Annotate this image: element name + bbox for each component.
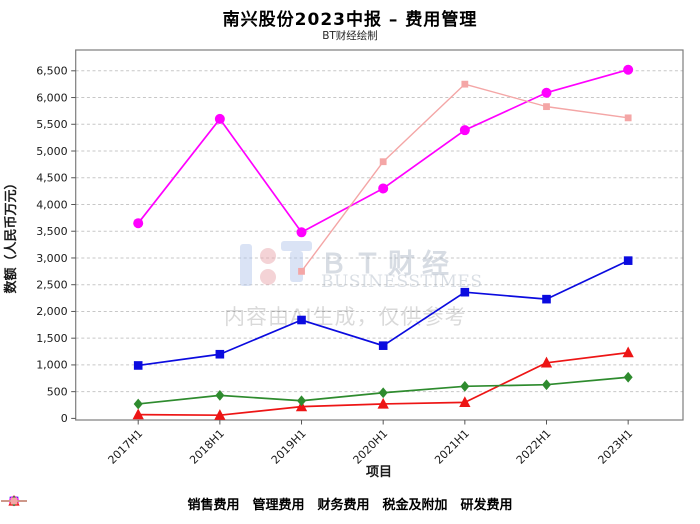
y-tick-label: 2,500 <box>36 279 68 292</box>
legend-item-4: 研发费用 <box>1 494 513 513</box>
y-tick-label: 4,500 <box>36 172 68 185</box>
y-tick-label: 6,500 <box>36 65 68 78</box>
data-point-marker <box>133 361 143 370</box>
y-axis-title: 数额（人民币万元） <box>3 176 19 293</box>
series-研发费用 <box>298 80 632 275</box>
data-point-marker <box>378 183 389 194</box>
legend: 销售费用 管理费用 财务费用 税金及附加 研发费用 <box>0 494 700 513</box>
data-point-marker <box>298 267 305 275</box>
series-税金及附加 <box>133 371 633 410</box>
data-point-marker <box>543 103 550 111</box>
watermark-logo-dot-icon <box>260 248 276 264</box>
y-tick-label: 5,500 <box>36 118 68 131</box>
legend-label: 研发费用 <box>460 498 513 513</box>
data-point-marker <box>378 341 388 350</box>
y-tick-label: 1,000 <box>36 359 68 372</box>
series-财务费用 <box>132 346 634 420</box>
data-point-marker <box>460 380 470 392</box>
watermark-logo-dot-icon <box>260 269 276 285</box>
data-point-marker <box>379 158 387 166</box>
legend-item-2: 财务费用 <box>1 494 370 513</box>
data-point-marker <box>215 390 225 401</box>
watermark-logo-bar-icon <box>281 241 312 251</box>
data-point-marker <box>297 315 306 325</box>
legend-label: 财务费用 <box>317 498 370 513</box>
data-point-marker <box>542 294 551 304</box>
page-title: 南兴股份2023中报 – 费用管理 <box>222 10 478 30</box>
data-point-marker <box>297 395 307 407</box>
series-销售费用 <box>133 256 633 370</box>
data-point-marker <box>296 227 307 238</box>
legend-item-1: 管理费用 <box>1 494 305 513</box>
watermark-ai-note: 内容由AI生成，仅供参考 <box>224 305 467 329</box>
y-tick-label: 500 <box>47 385 68 398</box>
legend-label: 销售费用 <box>187 498 240 513</box>
watermark-logo-bar-icon <box>240 244 252 286</box>
y-tick-label: 5,000 <box>36 145 68 158</box>
legend-marker-shape <box>10 497 18 505</box>
page-subtitle: BT财经绘制 <box>322 30 378 42</box>
data-point-marker <box>541 87 552 98</box>
legend-marker-square-icon <box>1 497 27 505</box>
data-point-marker <box>459 125 470 136</box>
data-point-marker <box>133 218 144 229</box>
data-point-marker <box>622 346 634 358</box>
data-point-marker <box>459 396 471 408</box>
data-point-marker <box>215 349 225 359</box>
y-tick-label: 1,500 <box>36 332 68 345</box>
y-tick-label: 4,000 <box>36 198 68 211</box>
data-point-marker <box>214 113 225 124</box>
watermark-brand-en: BUSINESSTIMES <box>321 272 483 292</box>
data-point-marker <box>132 408 144 420</box>
x-axis-title: 项目 <box>366 465 392 480</box>
data-point-marker <box>624 114 632 122</box>
data-point-marker <box>541 379 552 391</box>
series-line <box>137 68 630 234</box>
legend-label: 税金及附加 <box>382 498 448 513</box>
data-point-marker <box>378 387 388 399</box>
y-tick-label: 0 <box>61 412 68 425</box>
data-point-marker <box>133 398 143 410</box>
data-point-marker <box>461 80 469 88</box>
legend-label: 管理费用 <box>252 498 305 513</box>
watermark-brand-cn: ＢＴ财经 <box>320 249 456 280</box>
y-tick-label: 2,000 <box>36 305 68 318</box>
data-point-marker <box>623 256 633 265</box>
data-point-marker <box>377 397 389 409</box>
series-管理费用 <box>133 64 634 238</box>
y-tick-label: 3,000 <box>36 252 68 265</box>
legend-item-0: 销售费用 <box>1 494 240 513</box>
data-point-marker <box>623 371 633 383</box>
data-point-marker <box>214 409 226 420</box>
y-tick-label: 3,500 <box>36 225 68 238</box>
data-point-marker <box>540 356 553 368</box>
data-point-marker <box>460 287 470 297</box>
data-point-marker <box>623 64 634 75</box>
series-line <box>300 83 629 273</box>
plot-border <box>75 49 684 421</box>
legend-item-3: 税金及附加 <box>1 494 448 513</box>
y-tick-label: 6,000 <box>36 91 68 104</box>
